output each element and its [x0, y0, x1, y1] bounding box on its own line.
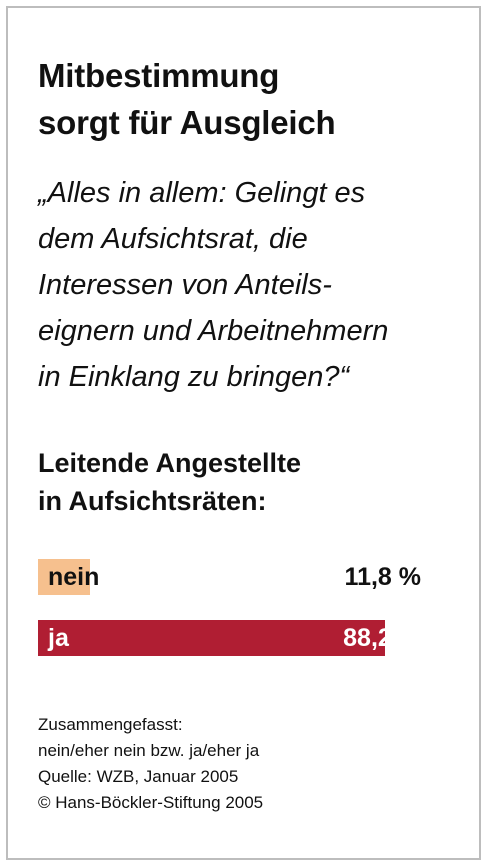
title-line: sorgt für Ausgleich — [38, 104, 336, 141]
bar-value-nein: 11,8 % — [344, 563, 421, 591]
title-line: Mitbestimmung — [38, 57, 280, 94]
question-line: dem Aufsichtsrat, die — [38, 223, 308, 255]
survey-question: „Alles in allem: Gelingt es dem Aufsicht… — [38, 170, 468, 400]
bar-row-ja: ja 88,2 % — [38, 620, 431, 656]
question-line: eignern und Arbeitnehmern — [38, 315, 389, 347]
subtitle-line: in Aufsichtsräten: — [38, 486, 267, 516]
footnote-line: Quelle: WZB, Januar 2005 — [38, 767, 239, 786]
chart-subtitle: Leitende Angestellte in Aufsichtsräten: — [38, 444, 458, 520]
bar-label-nein: nein — [48, 563, 100, 591]
chart-frame — [6, 6, 481, 860]
bar-ja — [38, 620, 385, 656]
footnote-line: © Hans-Böckler-Stiftung 2005 — [38, 793, 264, 812]
subtitle-line: Leitende Angestellte — [38, 448, 302, 478]
footnote-line: Zusammengefasst: — [38, 715, 183, 734]
bar-row-nein: nein 11,8 % — [38, 559, 431, 595]
bar-value-ja: 88,2 % — [343, 624, 421, 652]
footnote: Zusammengefasst: nein/eher nein bzw. ja/… — [38, 712, 458, 816]
question-line: „Alles in allem: Gelingt es — [38, 177, 366, 209]
bar-nein — [38, 559, 90, 595]
question-line: Interessen von Anteils- — [38, 269, 332, 301]
chart-title: Mitbestimmung sorgt für Ausgleich — [38, 52, 458, 146]
footnote-line: nein/eher nein bzw. ja/eher ja — [38, 741, 260, 760]
question-line: in Einklang zu bringen?“ — [38, 361, 350, 393]
bar-label-ja: ja — [48, 624, 69, 652]
